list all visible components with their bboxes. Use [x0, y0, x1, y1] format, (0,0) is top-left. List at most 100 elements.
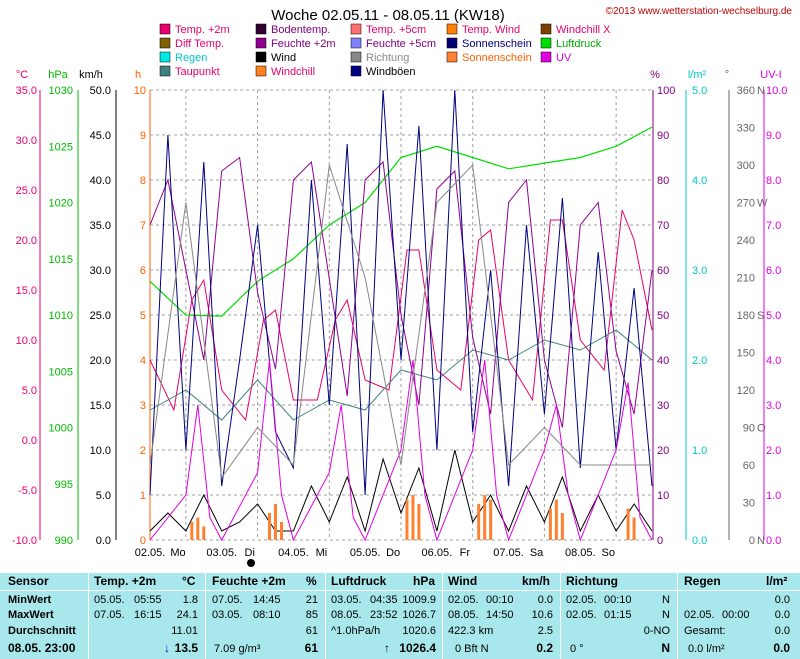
- wind-max-date: 08.05.: [448, 609, 479, 621]
- temp-min-time: 05:55: [134, 594, 162, 606]
- temp-min-value: 1.8: [182, 594, 198, 606]
- axis-tick-label: 8.0: [766, 175, 781, 187]
- series: [149, 89, 653, 542]
- sunshine-bar: [483, 495, 487, 540]
- stats-row-label: 08.05. 23:00: [8, 641, 76, 655]
- wind-beaufort: 0 Bft N: [455, 643, 489, 655]
- stats-row-label: Durchschnitt: [8, 625, 76, 637]
- axis-tick-label: 9.0: [766, 130, 781, 142]
- sunshine-bar: [196, 517, 200, 540]
- compass-label: O: [757, 423, 766, 435]
- axis-tick-label: 0.0: [22, 435, 37, 447]
- legend-label: Richtung: [366, 52, 409, 64]
- axis-tick-label: 25.0: [16, 185, 37, 197]
- sunshine-bar: [489, 499, 493, 540]
- feuchte-current: 61: [304, 641, 318, 655]
- axis-unit-label: l/m²: [688, 69, 707, 81]
- legend-label: Windchill: [271, 66, 315, 78]
- axis-tick-label: 0.0: [96, 535, 111, 547]
- axis-tick-label: 30.0: [16, 135, 37, 147]
- regen-max-time: 00:00: [722, 609, 750, 621]
- feuchte-min-date: 07.05.: [212, 594, 243, 606]
- axis-tick-label: 10.0: [90, 445, 111, 457]
- wind-min-date: 02.05.: [448, 594, 479, 606]
- legend-swatch: [350, 23, 362, 35]
- temp-min-date: 05.05.: [94, 594, 125, 606]
- feuchte-min-time: 14:45: [253, 594, 281, 606]
- legend-swatch: [255, 51, 267, 63]
- wind-avg-value: 2.5: [537, 625, 553, 637]
- axis-tick-label: 5.0: [766, 310, 781, 322]
- temp-current: 13.5: [174, 641, 198, 655]
- axis-tick-label: 35.0: [16, 85, 37, 97]
- axis-tick-label: 10.0: [16, 335, 37, 347]
- axis-tick-label: 6.0: [766, 265, 781, 277]
- axis-unit-label: %: [650, 69, 660, 81]
- regen-unit: l/m²: [766, 574, 788, 588]
- axis-tick-label: 5.0: [22, 385, 37, 397]
- feuchte-min-value: 21: [305, 594, 318, 606]
- axis-tick-label: 3.0: [692, 265, 707, 277]
- sunshine-bar: [274, 504, 277, 540]
- axis-unit-label: h: [135, 69, 141, 81]
- regen-current: 0.0: [773, 641, 790, 655]
- luftdruck-min-date: 03.05.: [331, 594, 362, 606]
- sunshine-bar: [417, 504, 421, 540]
- richtung-avg-value: 0-NO: [643, 625, 670, 637]
- regen-min-value: 0.0: [774, 594, 790, 606]
- richtung-current: N: [661, 641, 670, 655]
- wind-header: Wind: [448, 574, 478, 588]
- sunshine-bar: [411, 495, 415, 540]
- compass-label: S: [757, 310, 764, 322]
- luftdruck-max-date: 08.05.: [331, 609, 362, 621]
- feuchte-max-value: 85: [305, 609, 318, 621]
- axis-tick-label: 1000: [49, 423, 73, 435]
- axis-tick-label: 6: [140, 265, 146, 277]
- axis-tick-label: 50: [657, 310, 669, 322]
- temp-max-date: 07.05.: [94, 609, 125, 621]
- x-axis: 02.05. Mo 03.05. Di 04.05. Mi 05.05. Do 06.05. Fr…: [135, 547, 615, 567]
- axis-tick-label: 1: [140, 490, 146, 502]
- temp-header: Temp. +2m: [94, 574, 157, 588]
- x-tick-date: 02.05.: [135, 547, 166, 559]
- legend-swatch: [159, 37, 171, 49]
- axis-tick-label: 4.0: [766, 355, 781, 367]
- legend-label: Bodentemp.: [271, 24, 330, 36]
- sunshine-bar: [632, 517, 636, 540]
- axis-tick-label: 210: [737, 273, 755, 285]
- legend-swatch: [159, 51, 171, 63]
- axis-tick-label: 25.0: [90, 310, 111, 322]
- x-tick-day: Fr: [460, 547, 471, 559]
- x-tick-day: Mi: [316, 547, 328, 559]
- wind-current: 0.2: [536, 641, 553, 655]
- axis-tick-label: 1.0: [766, 490, 781, 502]
- legend-swatch: [350, 37, 362, 49]
- axis-tick-label: 90: [743, 423, 755, 435]
- axis-tick-label: 30: [657, 400, 669, 412]
- axis-unit-label: °: [725, 69, 729, 81]
- axis-tick-label: -10.0: [12, 535, 37, 547]
- series-temp-2m: [149, 209, 653, 422]
- legend-label: UV: [556, 52, 572, 64]
- feuchte-avg-value: 61: [305, 625, 318, 637]
- sunshine-bar: [626, 508, 630, 540]
- axis-tick-label: 35.0: [90, 220, 111, 232]
- richtung-max-date: 02.05.: [566, 609, 597, 621]
- axis-tick-label: 20.0: [16, 235, 37, 247]
- sunshine-bar: [268, 513, 272, 540]
- temp-max-value: 24.1: [176, 609, 198, 621]
- wind-distance: 422.3 km: [448, 625, 494, 637]
- regen-max-date: 02.05.: [684, 609, 715, 621]
- axis-tick-label: 60: [657, 265, 669, 277]
- axis-tick-label: 7.0: [766, 220, 781, 232]
- series-windb-en: [149, 89, 653, 496]
- regen-max-value: 0.0: [774, 609, 790, 621]
- legend-label: Feuchte +5cm: [366, 38, 436, 50]
- axis-unit-label: km/h: [79, 69, 103, 81]
- axis-tick-label: 0: [657, 535, 663, 547]
- legend-swatch: [255, 23, 267, 35]
- luftdruck-header: Luftdruck: [331, 574, 387, 588]
- axis-tick-label: 7: [140, 220, 146, 232]
- axis-tick-label: 3.0: [766, 400, 781, 412]
- x-tick-day: Di: [245, 547, 255, 559]
